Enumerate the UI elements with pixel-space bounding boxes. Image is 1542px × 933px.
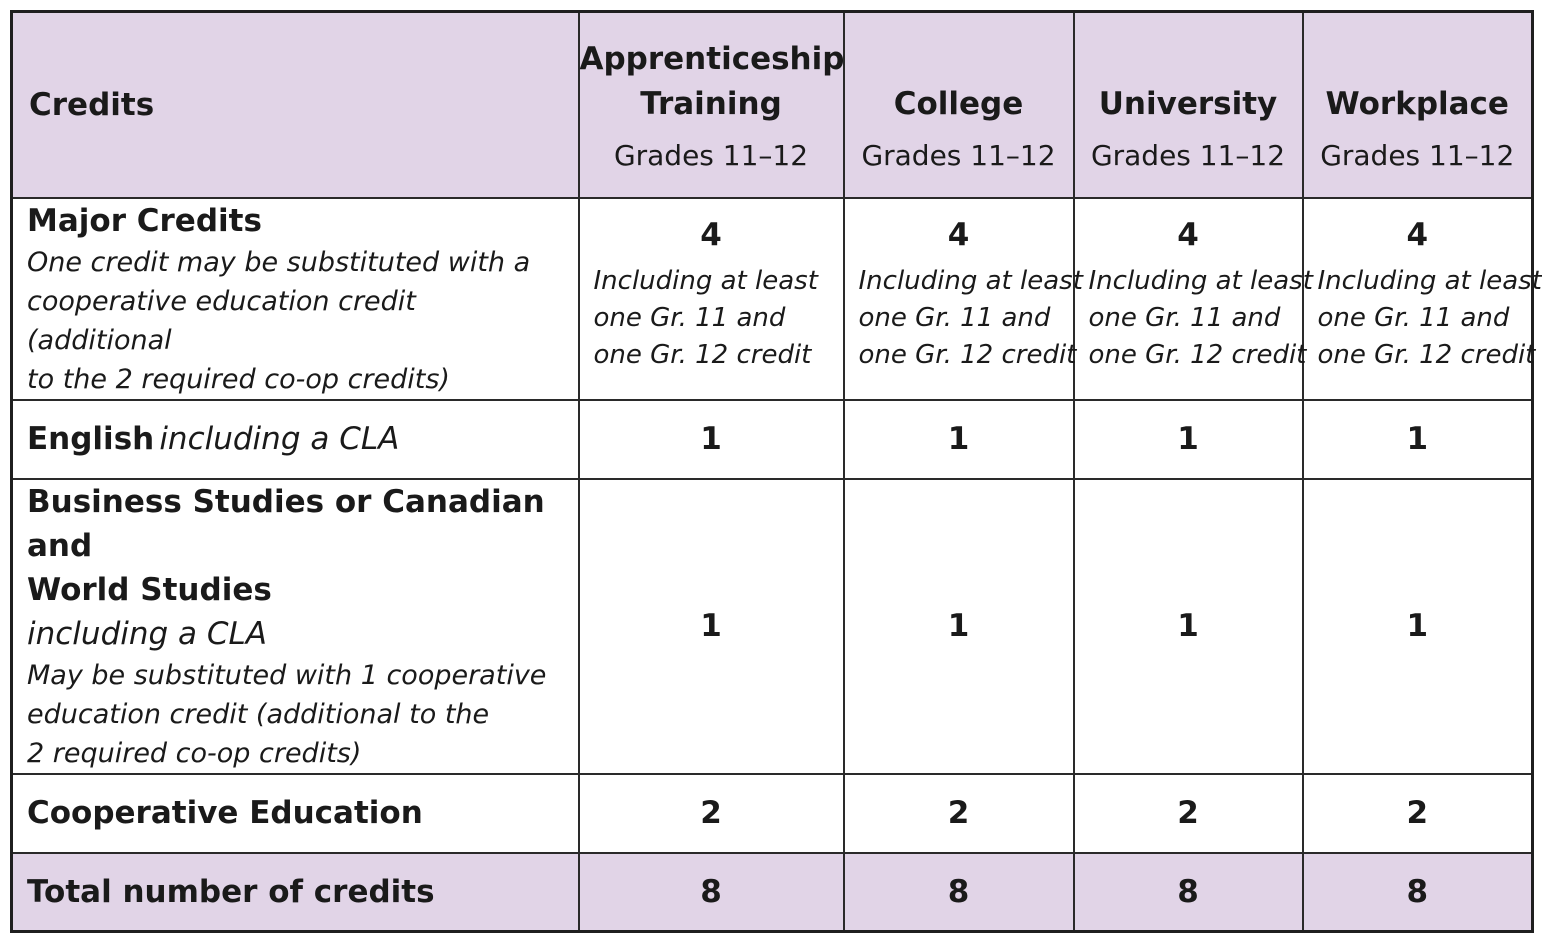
coop-apprenticeship-cell: 2 <box>577 772 845 854</box>
business-apprenticeship-cell: 1 <box>577 477 845 775</box>
business-note-1: May be substituted with 1 cooperative <box>27 659 547 691</box>
english-university-cell: 1 <box>1072 398 1304 480</box>
major-value: 4 <box>947 217 970 253</box>
header-grades: Grades 11–12 <box>613 139 809 173</box>
header-title: Workplace <box>1325 86 1509 123</box>
total-label: Total number of credits <box>10 851 580 933</box>
header-grades: Grades 11–12 <box>1090 139 1286 173</box>
business-university-cell: 1 <box>1072 477 1304 775</box>
major-credits-title: Major Credits <box>27 202 262 239</box>
coop-value: 2 <box>947 795 970 831</box>
major-college-cell: 4 Including at least one Gr. 11 and one Gr… <box>842 196 1083 401</box>
business-note-2: education credit (additional to the <box>27 698 490 730</box>
business-value: 1 <box>947 608 970 644</box>
cooperative-education-row: Cooperative Education 2 2 2 2 <box>10 772 1534 854</box>
total-value: 8 <box>1406 873 1429 910</box>
coop-value: 2 <box>1177 795 1199 831</box>
header-college: College Grades 11–12 <box>842 10 1075 199</box>
header-title-line2: Training <box>640 86 782 123</box>
total-university-cell: 8 <box>1072 851 1304 933</box>
major-credits-note-1: One credit may be substituted with a <box>27 246 531 278</box>
total-apprenticeship-cell: 8 <box>577 851 845 933</box>
english-label: English including a CLA <box>10 398 580 480</box>
major-value-note: Including at least one Gr. 11 and one Gr. … <box>1317 266 1542 370</box>
business-workplace-cell: 1 <box>1301 477 1534 775</box>
header-credits-label: Credits <box>29 86 155 123</box>
english-value: 1 <box>700 421 722 457</box>
header-workplace: Workplace Grades 11–12 <box>1301 10 1534 199</box>
header-grades: Grades 11–12 <box>1320 139 1515 173</box>
english-college-cell: 1 <box>842 398 1075 480</box>
major-credits-note-2: cooperative education credit (additional <box>27 285 416 356</box>
header-row: Credits Apprenticeship Training Grades 1… <box>10 10 1534 199</box>
major-credits-row: Major Credits One credit may be substitu… <box>10 196 1542 401</box>
business-subtitle: including a CLA <box>27 615 268 652</box>
english-apprenticeship-cell: 1 <box>577 398 845 480</box>
major-value: 4 <box>700 217 722 253</box>
total-row: Total number of credits 8 8 8 8 <box>10 851 1534 933</box>
business-value: 1 <box>1177 608 1199 644</box>
header-university: University Grades 11–12 <box>1072 10 1304 199</box>
english-value: 1 <box>1177 421 1199 457</box>
english-workplace-cell: 1 <box>1301 398 1534 480</box>
header-grades: Grades 11–12 <box>861 139 1056 173</box>
header-title: College <box>893 86 1024 123</box>
coop-title: Cooperative Education <box>27 795 423 831</box>
coop-university-cell: 2 <box>1072 772 1304 854</box>
total-value: 8 <box>1177 873 1199 910</box>
header-apprenticeship: Apprenticeship Training Grades 11–12 <box>577 10 845 199</box>
total-title: Total number of credits <box>27 873 435 910</box>
major-value: 4 <box>1406 217 1429 253</box>
business-note-3: 2 required co-op credits) <box>27 737 362 769</box>
coop-value: 2 <box>700 795 722 831</box>
total-value: 8 <box>947 873 970 910</box>
total-college-cell: 8 <box>842 851 1075 933</box>
english-value: 1 <box>947 421 970 457</box>
total-workplace-cell: 8 <box>1301 851 1534 933</box>
english-title-italic: including a CLA <box>159 421 400 457</box>
business-studies-label: Business Studies or Canadian and World S… <box>10 477 580 775</box>
business-college-cell: 1 <box>842 477 1075 775</box>
major-apprenticeship-cell: 4 Including at least one Gr. 11 and one Gr… <box>577 196 845 401</box>
business-value: 1 <box>1406 608 1429 644</box>
header-title-line1: Apprenticeship <box>579 41 845 78</box>
coop-workplace-cell: 2 <box>1301 772 1534 854</box>
header-credits: Credits <box>10 10 580 199</box>
business-title-2: World Studies <box>27 571 272 608</box>
english-value: 1 <box>1406 421 1429 457</box>
coop-label: Cooperative Education <box>10 772 580 854</box>
coop-value: 2 <box>1406 795 1429 831</box>
credits-table: Credits Apprenticeship Training Grades 1… <box>10 10 1542 933</box>
business-title-1: Business Studies or Canadian and <box>27 483 545 564</box>
header-title: University <box>1098 86 1278 123</box>
major-workplace-cell: 4 Including at least one Gr. 11 and one Gr… <box>1301 196 1542 401</box>
business-value: 1 <box>700 608 722 644</box>
major-credits-note-3: to the 2 required co-op credits) <box>27 363 450 395</box>
total-value: 8 <box>700 873 722 910</box>
english-row: English including a CLA 1 1 1 1 <box>10 398 1534 480</box>
business-studies-row: Business Studies or Canadian and World S… <box>10 477 1534 775</box>
coop-college-cell: 2 <box>842 772 1075 854</box>
major-value-note: Including at least one Gr. 11 and one Gr. … <box>1088 266 1313 370</box>
major-value-note: Including at least one Gr. 11 and one Gr. … <box>858 266 1083 370</box>
major-value: 4 <box>1177 217 1199 253</box>
english-title: English <box>27 421 155 457</box>
major-value-note: Including at least one Gr. 11 and one Gr. … <box>593 266 818 370</box>
major-university-cell: 4 Including at least one Gr. 11 and one Gr… <box>1072 196 1313 401</box>
major-credits-label: Major Credits One credit may be substitu… <box>10 196 580 401</box>
